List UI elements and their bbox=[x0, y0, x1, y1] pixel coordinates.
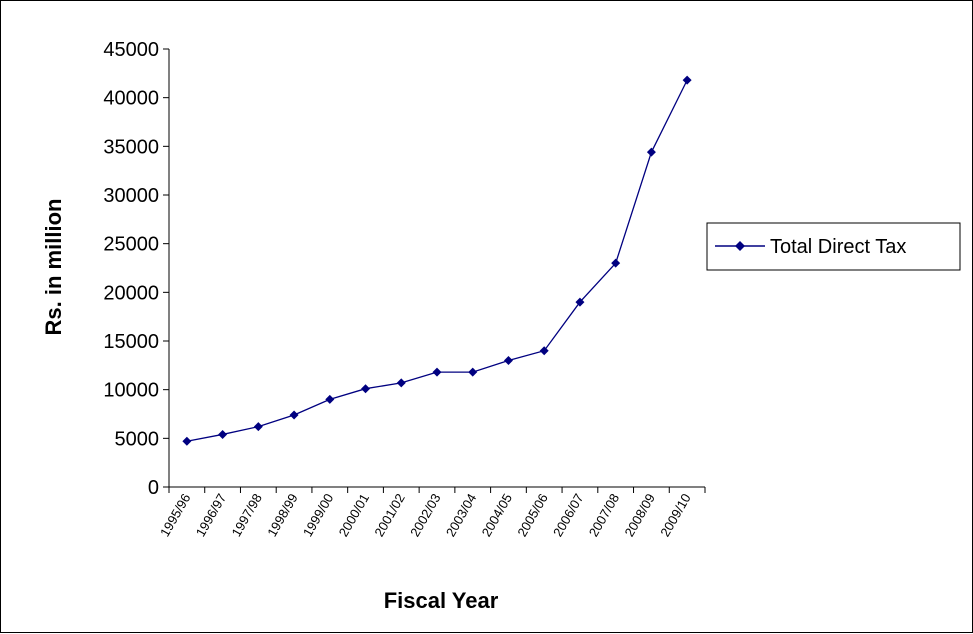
x-tick-label: 2002/03 bbox=[407, 491, 443, 539]
chart-axes bbox=[168, 49, 705, 488]
x-axis-title: Fiscal Year bbox=[384, 588, 499, 613]
x-tick-label: 1999/00 bbox=[300, 491, 336, 539]
x-tick-label: 2007/08 bbox=[586, 491, 622, 539]
y-tick-label: 30000 bbox=[103, 185, 159, 207]
y-axis-ticks: 0 5000 10000 15000 20000 25000 30000 35000 40000… bbox=[103, 39, 169, 499]
x-tick-label: 2004/05 bbox=[479, 491, 515, 539]
series-layer bbox=[182, 75, 692, 446]
data-point-marker bbox=[468, 367, 478, 377]
y-tick-label: 15000 bbox=[103, 331, 159, 353]
data-point-marker bbox=[611, 258, 621, 268]
x-axis-ticks: 1995/96 1996/97 1997/98 1998/99 1999/00 2000/… bbox=[157, 487, 706, 539]
legend: Total Direct Tax bbox=[706, 222, 961, 271]
legend-diamond-marker bbox=[735, 241, 745, 251]
y-tick-label: 45000 bbox=[103, 39, 159, 61]
x-tick-label: 2001/02 bbox=[371, 491, 407, 539]
data-point-marker bbox=[325, 394, 335, 404]
y-tick-label: 0 bbox=[148, 477, 159, 499]
y-tick-label: 35000 bbox=[103, 136, 159, 158]
y-tick-label: 40000 bbox=[103, 88, 159, 110]
data-point-marker bbox=[646, 147, 656, 157]
x-tick-label: 2008/09 bbox=[622, 491, 658, 539]
y-axis-title: Rs. in million bbox=[41, 199, 66, 336]
data-point-marker bbox=[289, 410, 299, 420]
x-tick-label: 2009/10 bbox=[657, 491, 693, 539]
data-point-marker bbox=[396, 378, 406, 388]
series-line bbox=[186, 79, 688, 442]
data-point-marker bbox=[575, 297, 585, 307]
y-tick-label: 5000 bbox=[115, 428, 160, 450]
data-point-marker bbox=[361, 384, 371, 394]
x-tick-label: 2005/06 bbox=[514, 491, 550, 539]
x-tick-label: 2003/04 bbox=[443, 491, 479, 539]
x-tick-label: 1998/99 bbox=[264, 491, 300, 539]
y-tick-label: 10000 bbox=[103, 380, 159, 402]
data-point-marker bbox=[218, 429, 228, 439]
data-point-marker bbox=[503, 355, 513, 365]
y-tick-label: 20000 bbox=[103, 282, 159, 304]
data-point-marker bbox=[182, 436, 192, 446]
data-point-marker bbox=[253, 422, 263, 432]
x-tick-label: 1995/96 bbox=[157, 491, 193, 539]
x-tick-label: 1997/98 bbox=[228, 491, 264, 539]
x-tick-label: 2000/01 bbox=[336, 491, 372, 539]
legend-label: Total Direct Tax bbox=[770, 236, 906, 258]
x-tick-label: 2006/07 bbox=[550, 491, 586, 539]
data-point-marker bbox=[432, 367, 442, 377]
data-point-marker bbox=[682, 75, 692, 85]
y-tick-label: 25000 bbox=[103, 234, 159, 256]
data-point-marker bbox=[539, 346, 549, 356]
x-tick-label: 1996/97 bbox=[193, 491, 229, 539]
